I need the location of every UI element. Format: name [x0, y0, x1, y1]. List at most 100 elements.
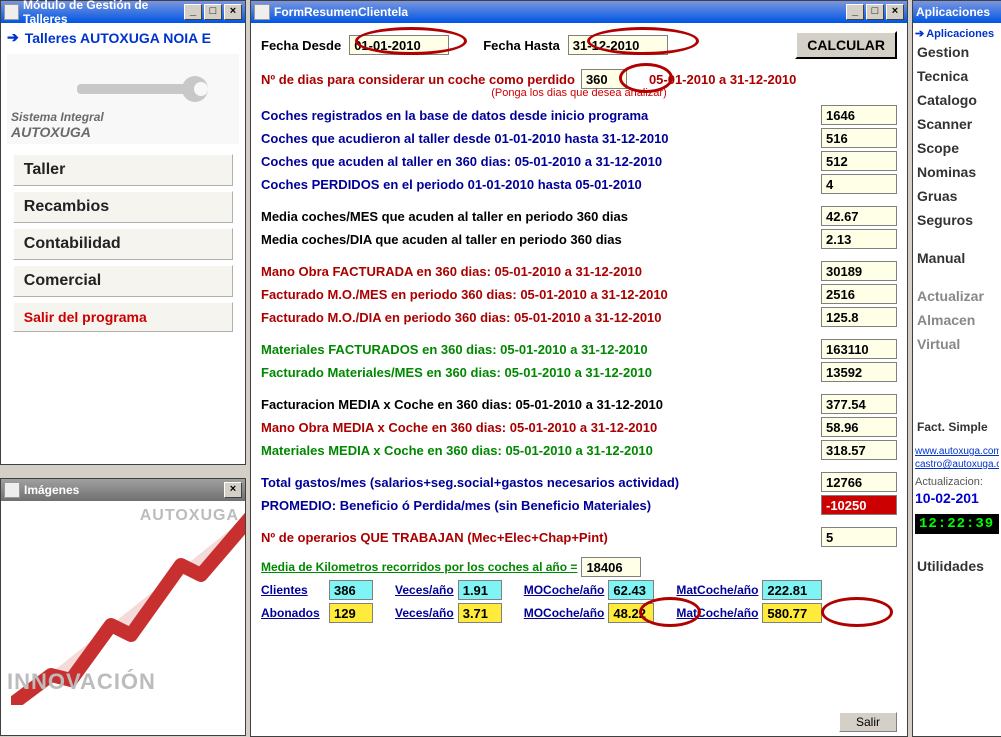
mocoche-clientes-value[interactable]	[608, 580, 654, 600]
maximize-button[interactable]: □	[866, 4, 884, 20]
matcoche-clientes-value[interactable]	[762, 580, 822, 600]
veces-abonados-value[interactable]	[458, 603, 502, 623]
titlebar[interactable]: Módulo de Gestión de Talleres _ □ ×	[1, 1, 245, 23]
arrow-icon: ➔	[915, 27, 924, 40]
matcoche-abonados-value[interactable]	[762, 603, 822, 623]
header-text: Aplicaciones	[926, 28, 994, 40]
digital-clock: 12:22:39	[915, 514, 999, 534]
veces-ano-label: Veces/año	[395, 583, 454, 597]
utilidades-link[interactable]: Utilidades	[915, 554, 999, 578]
row-label: Coches registrados en la base de datos d…	[261, 108, 821, 123]
promedio-beneficio-value[interactable]	[821, 495, 897, 515]
calcular-button[interactable]: CALCULAR	[795, 31, 897, 59]
nominas-link[interactable]: Nominas	[915, 160, 999, 184]
row-label: Media coches/MES que acuden al taller en…	[261, 209, 821, 224]
veces-clientes-value[interactable]	[458, 580, 502, 600]
row-label: Facturado M.O./MES en periodo 360 dias: …	[261, 287, 821, 302]
wrench-icon	[77, 74, 217, 104]
media-dia-value[interactable]	[821, 229, 897, 249]
scanner-link[interactable]: Scanner	[915, 112, 999, 136]
close-button[interactable]: ×	[886, 4, 904, 20]
titlebar[interactable]: Imágenes ×	[1, 479, 245, 501]
gestion-link[interactable]: Gestion	[915, 40, 999, 64]
row-label: Mano Obra FACTURADA en 360 dias: 05-01-2…	[261, 264, 821, 279]
row-label: Total gastos/mes (salarios+seg.social+ga…	[261, 475, 821, 490]
tecnica-link[interactable]: Tecnica	[915, 64, 999, 88]
mo-mes-value[interactable]	[821, 284, 897, 304]
mocoche-ano-label: MOCoche/año	[524, 583, 605, 597]
mo-dia-value[interactable]	[821, 307, 897, 327]
maximize-button[interactable]: □	[204, 4, 222, 20]
seguros-link[interactable]: Seguros	[915, 208, 999, 232]
brand-watermark: AUTOXUGA	[140, 507, 239, 525]
comercial-button[interactable]: Comercial	[13, 265, 233, 297]
actualizar-link[interactable]: Actualizar	[915, 284, 999, 308]
row-label: Materiales FACTURADOS en 360 dias: 05-01…	[261, 342, 821, 357]
form-resumen-clientela-window: FormResumenClientela _ □ × Fecha Desde F…	[250, 0, 908, 737]
row-label: Facturado M.O./DIA en periodo 360 dias: …	[261, 310, 821, 325]
window-title: Módulo de Gestión de Talleres	[23, 0, 184, 26]
salir-button[interactable]: Salir	[839, 712, 897, 732]
imagenes-window: Imágenes × AUTOXUGA INNOVACIÓN	[0, 478, 246, 736]
actualizacion-label: Actualizacion:	[915, 476, 999, 488]
header-text: Talleres AUTOXUGA NOIA E	[25, 30, 211, 46]
mat-facturados-value[interactable]	[821, 339, 897, 359]
fecha-desde-label: Fecha Desde	[261, 38, 341, 53]
scope-link[interactable]: Scope	[915, 136, 999, 160]
titlebar[interactable]: Aplicaciones	[913, 1, 1001, 23]
actualizacion-date: 10-02-201	[915, 490, 999, 506]
window-title: Imágenes	[24, 483, 79, 497]
email-castro[interactable]: castro@autoxuga.com	[915, 459, 999, 470]
km-value[interactable]	[581, 557, 641, 577]
clientes-value[interactable]	[329, 580, 373, 600]
arrow-icon: ➔	[7, 29, 19, 46]
innovacion-text: INNOVACIÓN	[7, 669, 156, 695]
almacen-link[interactable]: Almacen	[915, 308, 999, 332]
minimize-button[interactable]: _	[846, 4, 864, 20]
aplicaciones-header: ➔ Aplicaciones	[915, 27, 999, 40]
contabilidad-button[interactable]: Contabilidad	[13, 228, 233, 260]
coches-perdidos-value[interactable]	[821, 174, 897, 194]
mo-facturada-value[interactable]	[821, 261, 897, 281]
mocoche-abonados-value[interactable]	[608, 603, 654, 623]
catalogo-link[interactable]: Catalogo	[915, 88, 999, 112]
date-row: Fecha Desde Fecha Hasta CALCULAR	[261, 31, 897, 59]
manual-link[interactable]: Manual	[915, 246, 999, 270]
row-label: Nº de operarios QUE TRABAJAN (Mec+Elec+C…	[261, 530, 821, 545]
brand-line2: AUTOXUGA	[11, 125, 104, 140]
coches-acuden-360-value[interactable]	[821, 151, 897, 171]
virtual-link[interactable]: Virtual	[915, 332, 999, 356]
coches-acudieron-value[interactable]	[821, 128, 897, 148]
close-button[interactable]: ×	[224, 482, 242, 498]
salir-programa-button[interactable]: Salir del programa	[13, 302, 233, 332]
fact-media-coche-value[interactable]	[821, 394, 897, 414]
window-title: Aplicaciones	[916, 5, 990, 19]
gruas-link[interactable]: Gruas	[915, 184, 999, 208]
mo-media-coche-value[interactable]	[821, 417, 897, 437]
row-label: Materiales MEDIA x Coche en 360 dias: 05…	[261, 443, 821, 458]
total-gastos-value[interactable]	[821, 472, 897, 492]
url-autoxuga[interactable]: www.autoxuga.com	[915, 446, 999, 457]
titlebar[interactable]: FormResumenClientela _ □ ×	[251, 1, 907, 23]
clientes-label: Clientes	[261, 583, 325, 597]
taller-button[interactable]: Taller	[13, 154, 233, 186]
fact-simple-link[interactable]: Fact. Simple	[915, 416, 999, 438]
row-label: Coches que acuden al taller en 360 dias:…	[261, 154, 821, 169]
close-button[interactable]: ×	[224, 4, 242, 20]
operarios-value[interactable]	[821, 527, 897, 547]
km-label: Media de Kilometros recorridos por los c…	[261, 560, 577, 574]
recambios-button[interactable]: Recambios	[13, 191, 233, 223]
matcoche-ano-label: MatCoche/año	[676, 583, 758, 597]
minimize-button[interactable]: _	[184, 4, 202, 20]
mat-mes-value[interactable]	[821, 362, 897, 382]
mat-media-coche-value[interactable]	[821, 440, 897, 460]
fecha-hasta-input[interactable]	[568, 35, 668, 55]
coches-registrados-value[interactable]	[821, 105, 897, 125]
abonados-value[interactable]	[329, 603, 373, 623]
bottom-summary: Media de Kilometros recorridos por los c…	[261, 557, 897, 623]
dias-input[interactable]	[581, 69, 627, 89]
media-mes-value[interactable]	[821, 206, 897, 226]
fecha-desde-input[interactable]	[349, 35, 449, 55]
row-label: Media coches/DIA que acuden al taller en…	[261, 232, 821, 247]
mocoche-ano-label: MOCoche/año	[524, 606, 605, 620]
